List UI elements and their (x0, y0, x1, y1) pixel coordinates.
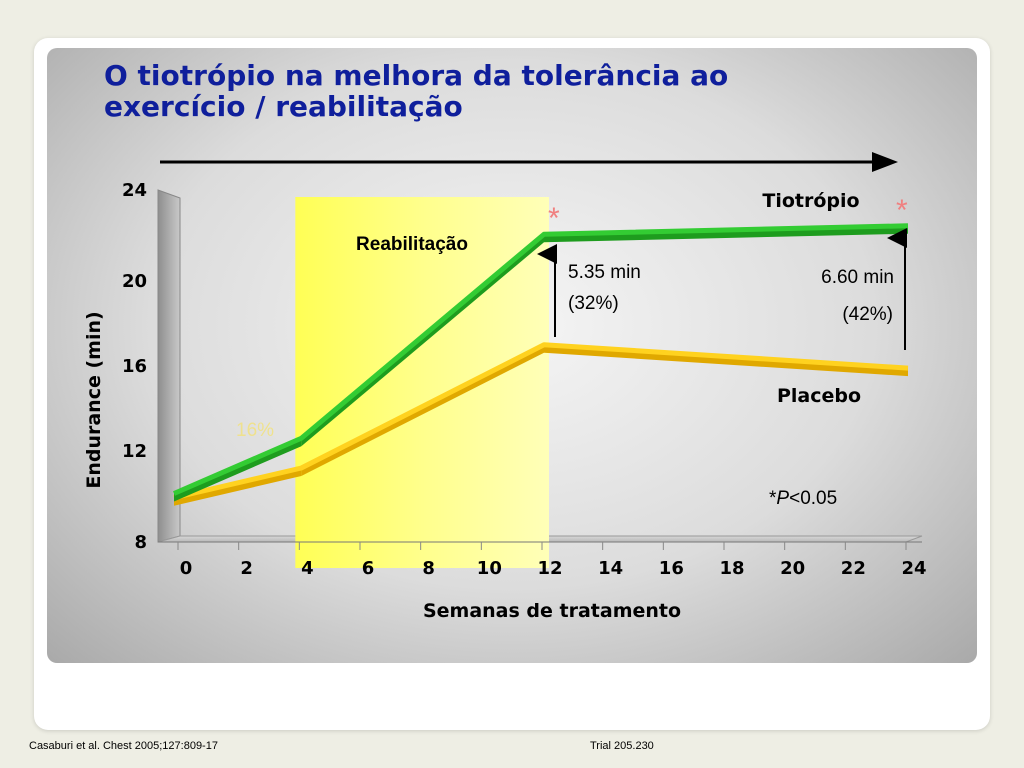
title-line-2: exercício / reabilitação (104, 90, 463, 123)
series-tiotropio (173, 223, 909, 502)
y-tick-labels: 8 12 16 20 24 (122, 180, 147, 553)
week4-percent: 16% (236, 420, 274, 441)
diff-percent-week24: (42%) (842, 304, 893, 325)
x-tick-label: 2 (240, 558, 253, 579)
chart-left-wall (157, 189, 181, 543)
x-tick-label: 20 (780, 558, 805, 579)
x-tick-label: 6 (362, 558, 375, 579)
x-tick-label: 4 (301, 558, 314, 579)
axes (158, 541, 922, 550)
significance-prefix: * (769, 488, 777, 509)
asterisk-week24: * (896, 194, 908, 227)
x-tick-label: 18 (719, 558, 744, 579)
y-tick-label: 16 (122, 356, 147, 377)
series-placebo (173, 342, 909, 506)
x-tick-label: 22 (841, 558, 866, 579)
x-tick-label: 14 (598, 558, 623, 579)
footer-citation: Casaburi et al. Chest 2005;127:809-17 (29, 740, 218, 752)
title-line-1: O tiotrópio na melhora da tolerância ao (104, 59, 729, 92)
diff-percent-week12: (32%) (568, 293, 619, 314)
x-tick-label: 10 (477, 558, 502, 579)
x-tick-label: 16 (659, 558, 684, 579)
slide-title: O tiotrópio na melhora da tolerância ao … (104, 60, 924, 122)
time-arrow-head (872, 152, 898, 172)
y-tick-label: 24 (122, 180, 147, 201)
diff-value-week12: 5.35 min (568, 262, 641, 283)
asterisk-week12: * (548, 202, 560, 235)
x-tick-label: 24 (901, 558, 926, 579)
rehabilitation-label: Reabilitação (356, 234, 468, 255)
x-tick-label: 12 (537, 558, 562, 579)
x-axis-label: Semanas de tratamento (423, 600, 681, 622)
significance-p: P (776, 488, 789, 509)
legend-placebo: Placebo (777, 385, 861, 407)
significance-suffix: <0.05 (789, 488, 837, 509)
legend-tiotropio: Tiotrópio (762, 190, 859, 212)
series-line (173, 342, 909, 501)
series-line (173, 223, 909, 496)
x-tick-labels: 0 2 4 6 8 10 12 14 16 18 20 22 24 (180, 558, 927, 579)
y-tick-label: 20 (122, 271, 147, 292)
y-axis-label: Endurance (min) (83, 311, 105, 488)
y-tick-label: 12 (122, 441, 147, 462)
rehabilitation-band (295, 197, 549, 568)
footer-trial: Trial 205.230 (590, 740, 654, 752)
x-tick-label: 0 (180, 558, 193, 579)
y-tick-label: 8 (134, 532, 147, 553)
series-lines (173, 223, 909, 506)
diff-value-week24: 6.60 min (821, 267, 894, 288)
x-tick-label: 8 (422, 558, 435, 579)
significance-note: *P<0.05 (769, 488, 837, 509)
